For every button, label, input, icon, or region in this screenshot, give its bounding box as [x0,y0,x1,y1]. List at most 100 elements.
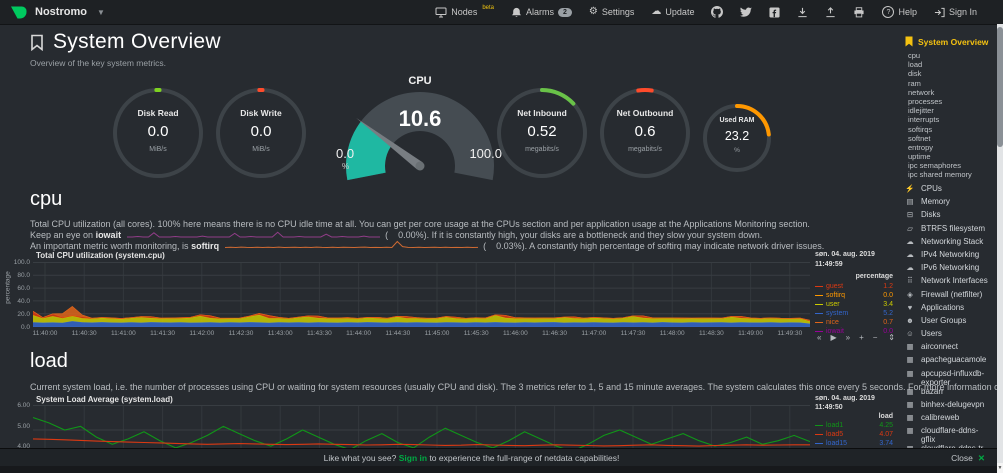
sidebar-subitem-interrupts[interactable]: interrupts [908,115,940,125]
legend-entry-system[interactable]: system 5.2 [815,309,893,318]
sidebar-subitem-ipc-shared-memory[interactable]: ipc shared memory [908,170,972,180]
print-button[interactable] [853,6,865,18]
legend-entry-softirq[interactable]: softirq 0.0 [815,291,893,300]
sidebar-item-bazarr[interactable]: ▦ bazarr [905,387,991,400]
sidebar-item-ipv6-networking[interactable]: ☁ IPv6 Networking [905,263,991,276]
net-inbound-gauge[interactable]: Net Inbound 0.52 megabits/s [496,87,588,179]
page-scrollbar[interactable]: ▼ [997,24,1003,473]
sidebar-subitem-softirqs[interactable]: softirqs [908,124,933,134]
iowait-sparkline[interactable] [126,229,381,240]
twitter-link[interactable] [740,6,753,18]
host-selector[interactable]: Nostromo ▼ [10,5,105,20]
settings-button[interactable]: ⚙ Settings [588,6,635,18]
legend-name: softirq [826,292,846,299]
export-button[interactable] [797,7,808,18]
legend-entry-user[interactable]: user 3.4 [815,300,893,309]
used-ram-gauge[interactable]: Used RAM 23.2 % [702,103,772,173]
legend-name: guest [826,283,844,290]
sidebar-subitem-softnet[interactable]: softnet [908,133,931,143]
nodes-button[interactable]: Nodes beta [435,5,494,18]
signin-link[interactable]: Sign in [398,453,428,463]
sidebar-subitem-disk[interactable]: disk [908,69,922,79]
scrollbar-thumb[interactable] [997,27,1003,147]
cloud-icon: ☁ [906,236,914,246]
disk-write-gauge[interactable]: Disk Write 0.0 MiB/s [215,87,307,179]
sidebar-item-user-groups[interactable]: ☻ User Groups [905,316,991,329]
legend-entry-load5[interactable]: load5 4.07 [815,430,893,439]
legend-name: system [826,310,849,317]
sidebar-subitem-uptime[interactable]: uptime [908,152,931,162]
x-tick: 11:45:00 [424,330,450,337]
legend-entry-load15[interactable]: load15 3.74 [815,439,893,448]
sidebar-item-label: IPv4 Networking [921,249,980,259]
sidebar-subitem-idlejitter[interactable]: idlejitter [908,106,934,116]
sidebar-item-airconnect[interactable]: ▦ airconnect [905,342,991,355]
legend-entry-nice[interactable]: nice 0.7 [815,318,893,327]
memory-icon: ▤ [906,197,914,207]
facebook-link[interactable] [769,6,780,18]
sidebar-item-cpus[interactable]: ⚡ CPUs [905,184,991,197]
sidebar-subitem-network[interactable]: network [908,87,935,97]
sidebar-item-firewall-netfilter-[interactable]: ◈ Firewall (netfilter) [905,290,991,303]
sidebar-item-apacheguacamole[interactable]: ▦ apacheguacamole [905,355,991,368]
x-tick: 11:49:00 [738,330,763,337]
sidebar-item-binhex-delugevpn[interactable]: ▦ binhex-delugevpn [905,400,991,413]
sidebar-item-btrfs-filesystem[interactable]: ▱ BTRFS filesystem [905,224,991,237]
import-button[interactable] [825,6,836,18]
resize-icon[interactable]: ⇕ [888,333,895,342]
gauge-max: 100.0 [469,146,502,161]
sidebar-item-system-overview[interactable]: System Overview [905,36,988,47]
sidebar-subitem-ipc-semaphores[interactable]: ipc semaphores [908,161,961,171]
gear-icon: ⚙ [588,6,598,17]
net-outbound-gauge[interactable]: Net Outbound 0.6 megabits/s [599,87,691,179]
sidebar-item-disks[interactable]: ⊟ Disks [905,210,991,223]
sidebar-item-networking-stack[interactable]: ☁ Networking Stack [905,237,991,250]
signin-button[interactable]: Sign In [934,7,977,18]
cpu-utilization-chart[interactable]: Total CPU utilization (system.cpu) perce… [0,248,896,348]
text: Current system load, i.e. the number of … [30,382,1003,392]
legend-entry-load1[interactable]: load1 4.25 [815,421,893,430]
sidebar-item-ipv4-networking[interactable]: ☁ IPv4 Networking [905,250,991,263]
sidebar-item-applications[interactable]: ♥ Applications [905,303,991,316]
cpu-plot-area[interactable] [33,262,810,327]
rewind-icon[interactable]: « [817,333,822,342]
disk-read-gauge[interactable]: Disk Read 0.0 MiB/s [112,87,204,179]
softirq-sparkline[interactable] [224,240,479,251]
signin-label: Sign In [948,7,977,17]
forward-icon[interactable]: » [845,333,851,342]
github-link[interactable] [711,6,724,18]
legend-time: 11:49:59 [815,261,843,268]
sidebar-item-network-interfaces[interactable]: ⠿ Network Interfaces [905,276,991,289]
legend-entry-guest[interactable]: guest 1.2 [815,282,893,291]
sidebar-item-cloudflare-ddns-gflix[interactable]: ▦ cloudflare-ddns-gflix [905,426,991,444]
alarms-button[interactable]: Alarms 2 [511,7,572,18]
legend-value: 3.4 [883,301,893,308]
play-icon[interactable]: ▶ [830,333,837,342]
zoom-in-icon[interactable]: + [859,333,864,342]
hostname[interactable]: Nostromo [35,6,87,18]
scrollbar-down-button[interactable]: ▼ [997,463,1003,473]
y-tick: 0.0 [20,324,30,331]
sidebar-item-memory[interactable]: ▤ Memory [905,197,991,210]
user-icon: ☺ [906,329,914,339]
x-tick: 11:46:00 [502,330,528,337]
sidebar-subitem-entropy[interactable]: entropy [908,142,934,152]
sidebar-item-apcupsd-influxdb-exporter[interactable]: ▦ apcupsd-influxdb-exporter [905,369,991,387]
sidebar-subitem-ram[interactable]: ram [908,78,921,88]
legend-entry-iowait[interactable]: iowait 0.0 [815,327,893,336]
sidebar-item-label: binhex-delugevpn [921,399,985,409]
settings-label: Settings [601,7,635,17]
sidebar-subitem-cpu[interactable]: cpu [908,51,921,60]
cpu-gauge[interactable]: CPU 10.6 0.0 100.0 % [320,75,520,182]
update-button[interactable]: ☁ Update [651,7,694,18]
x-tick: 11:45:30 [463,330,489,337]
sidebar-subitem-load[interactable]: load [908,60,923,70]
sidebar-item-calibreweb[interactable]: ▦ calibreweb [905,413,991,426]
zoom-out-icon[interactable]: − [872,333,878,342]
banner-close-button[interactable]: Close ✕ [951,449,985,467]
sidebar-item-users[interactable]: ☺ Users [905,329,991,342]
help-button[interactable]: ? Help [882,6,917,18]
sidebar-subitem-processes[interactable]: processes [908,96,943,106]
text: to experience the full-range of netdata … [427,453,620,463]
x-tick: 11:40:30 [71,330,97,337]
